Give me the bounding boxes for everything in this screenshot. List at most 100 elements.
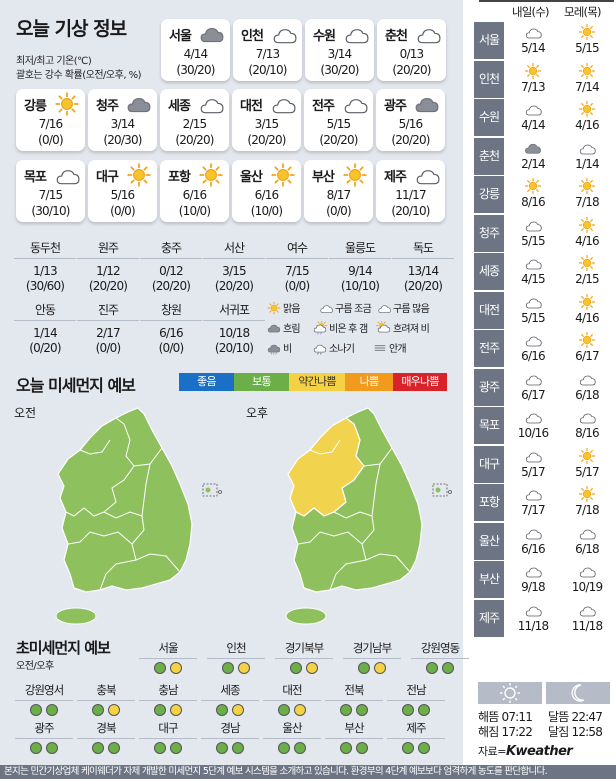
province-border <box>329 553 411 591</box>
pm-level-dot <box>238 662 250 674</box>
small-city-name: 원주 <box>77 236 139 259</box>
main-panel: 오늘 기상 정보 최저/최고 기온(℃) 괄호는 강수 확률(오전/오후, %)… <box>0 0 469 765</box>
am-level-dot <box>290 662 302 674</box>
am-level-dot <box>154 662 166 674</box>
city-card: 광주 5/16 (20/20) <box>376 89 445 151</box>
weather-icon <box>54 91 80 116</box>
map-am-label: 오전 <box>14 406 37 420</box>
fine-dust-region: 경기북부 <box>274 640 334 674</box>
forecast-day1-cell: 10/16 <box>506 407 560 444</box>
weather-icon <box>343 21 369 45</box>
forecast-day2-cell: 7/14 <box>560 61 614 98</box>
pm-level-dot <box>442 662 454 674</box>
region-name: 강원영서 <box>15 682 73 701</box>
legend-label: 흐려져 비 <box>393 324 430 335</box>
partly-cloudy-icon <box>579 144 596 154</box>
forecast-row: 세종 4/15 2/15 <box>474 253 614 290</box>
region-name: 서울 <box>139 640 197 659</box>
legend-bad-slight: 약간나쁨 <box>289 373 345 391</box>
legend-item: 소나기 <box>312 340 355 355</box>
region-name: 부산 <box>325 720 383 739</box>
city-name: 서울 <box>169 29 192 44</box>
city-precip: (20/20) <box>392 63 431 77</box>
forecast-city: 부산 <box>474 561 504 598</box>
forecast-day2-header: 모레(목) <box>564 5 602 19</box>
small-city-name: 진주 <box>77 298 139 321</box>
city-name: 제주 <box>384 170 407 185</box>
sun-icon <box>267 301 281 314</box>
forecast-day2-temp: 6/17 <box>575 349 600 363</box>
forecast-day1-cell: 7/17 <box>506 484 560 521</box>
small-city-precip: (20/10) <box>214 341 254 355</box>
small-city-precip: (20/20) <box>214 279 254 293</box>
province-border <box>131 463 151 561</box>
city-card: 세종 2/15 (20/20) <box>160 89 229 151</box>
subtitle-temp: 최저/최고 기온(℃) <box>16 56 92 67</box>
sun-icon <box>524 62 542 79</box>
sun-icon <box>55 92 79 116</box>
forecast-city: 인천 <box>474 60 504 98</box>
forecast-row: 강릉 8/16 7/18 <box>474 176 614 213</box>
forecast-day1-temp: 5/15 <box>521 233 546 248</box>
forecast-city: 서울 <box>474 22 504 59</box>
small-city-temp: 2/17 <box>96 326 121 340</box>
small-city: 진주 2/17 (0/0) <box>77 298 139 358</box>
forecast-day1-cell: 9/18 <box>506 561 560 598</box>
forecast-city: 수원 <box>474 99 504 136</box>
city-card: 포항 6/16 (10/0) <box>160 160 229 222</box>
moonrise-time: 달뜸 22:47 <box>548 710 603 724</box>
forecast-row: 수원 4/14 4/16 <box>474 99 614 136</box>
forecast-day2-temp: 1/14 <box>575 156 600 171</box>
partly-cloudy-icon <box>320 304 333 313</box>
city-card: 서울 4/14 (30/20) <box>161 19 230 81</box>
forecast-day1-temp: 5/15 <box>521 310 546 325</box>
forecast-day2-temp: 4/16 <box>575 310 600 325</box>
city-temp: 3/15 <box>254 117 280 131</box>
forecast-day1-temp: 6/17 <box>521 387 546 402</box>
small-city-name: 서산 <box>203 236 265 259</box>
legend-bad: 나쁨 <box>345 373 393 391</box>
forecast-day2-cell: 5/15 <box>560 22 614 59</box>
am-level-dot <box>358 662 370 674</box>
am-level-dot <box>92 742 104 754</box>
weather-icon <box>126 91 152 115</box>
weather-icon <box>270 162 296 187</box>
forecast-day2-temp: 5/17 <box>575 464 600 479</box>
sun-box <box>478 682 542 704</box>
forecast-day2-temp: 5/15 <box>575 41 600 55</box>
legend-label: 구름 많음 <box>393 304 430 315</box>
map-pm-label: 오후 <box>246 406 269 420</box>
forecast-day1-temp: 6/16 <box>521 541 546 556</box>
forecast-row: 울산 6/16 6/18 <box>474 522 614 560</box>
fine-dust-region: 경북 <box>76 720 136 754</box>
forecast-day1-cell: 2/14 <box>506 138 560 175</box>
small-city: 충주 0/12 (20/20) <box>140 236 202 296</box>
region-name: 전북 <box>325 682 383 701</box>
forecast-day2-temp: 6/18 <box>575 541 600 556</box>
small-city: 서귀포 10/18 (20/10) <box>203 298 265 358</box>
small-city-name: 여수 <box>266 236 328 259</box>
shower-icon <box>313 344 327 355</box>
city-precip: (20/30) <box>103 133 142 147</box>
city-name: 대구 <box>96 170 119 185</box>
forecast-day1-cell: 6/17 <box>506 369 560 406</box>
partly-cloudy-icon <box>525 298 542 308</box>
partly-cloudy-icon <box>579 529 596 539</box>
province-border <box>79 439 111 455</box>
forecast-day2-cell: 4/16 <box>560 215 614 252</box>
weather-icon <box>54 162 80 186</box>
region-name: 경남 <box>201 720 259 739</box>
forecast-row: 전주 6/16 6/17 <box>474 330 614 367</box>
am-level-dot <box>154 704 166 716</box>
weather-icon <box>414 91 440 115</box>
city-temp: 5/15 <box>326 117 352 131</box>
ulleungdo-box <box>432 483 448 497</box>
fine-dust-region: 충북 <box>76 682 136 716</box>
korea-mainland <box>57 407 193 593</box>
legend-label: 안개 <box>389 344 407 355</box>
source-credit: 자료=Kweather <box>478 743 573 759</box>
fine-dust-region: 세종 <box>200 682 260 716</box>
forecast-day1-temp: 10/16 <box>517 426 549 440</box>
forecast-day2-cell: 5/17 <box>560 446 614 483</box>
weather-icon <box>198 162 224 187</box>
